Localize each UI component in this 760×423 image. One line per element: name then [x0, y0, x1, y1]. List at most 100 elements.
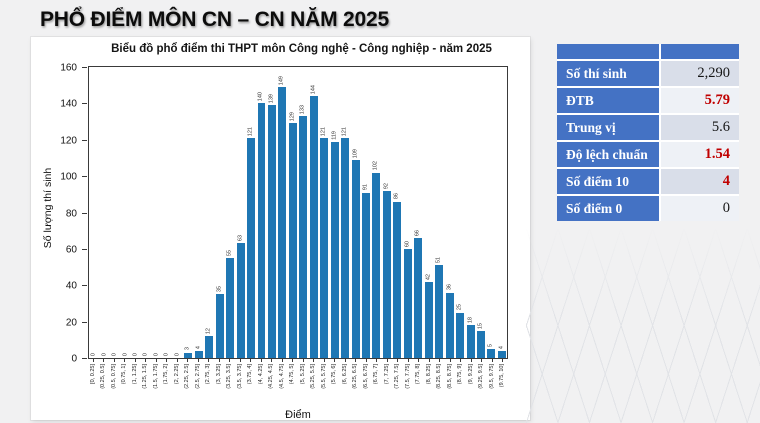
- x-tick-mark: [187, 359, 189, 362]
- bar-value-label: 0: [90, 352, 97, 356]
- x-tick: (3.5, 3.75]: [235, 359, 246, 389]
- x-tick-label: (3, 3.25]: [215, 364, 222, 385]
- y-tick-mark: [82, 321, 87, 323]
- x-tick: (3.25, 3.5]: [225, 359, 236, 389]
- histogram-bar-slot: 66: [413, 67, 423, 358]
- bar-value-label: 0: [163, 352, 170, 356]
- x-tick-label: (5.5, 5.75]: [320, 364, 327, 389]
- histogram-bar-slot: 12: [204, 67, 214, 358]
- bar-value-label: 149: [278, 75, 285, 86]
- histogram-bar-slot: 0: [120, 67, 130, 358]
- x-tick-label: (0.5, 0.75]: [110, 364, 117, 389]
- histogram-bar: [351, 159, 360, 358]
- bar-value-label: 121: [247, 126, 254, 136]
- x-tick-label: (9.25, 9.5]: [478, 364, 484, 389]
- x-tick-label: (2.25, 2.5]: [184, 364, 190, 389]
- bar-value-label: 119: [330, 130, 337, 140]
- stat-value: 2,290: [661, 61, 739, 86]
- x-tick: (7, 7.25]: [382, 359, 393, 389]
- histogram-bar: [445, 292, 454, 358]
- y-tick-label: 120: [60, 135, 77, 147]
- stat-label: ĐTB: [557, 88, 659, 113]
- bar-value-label: 51: [435, 257, 442, 264]
- bar-value-label: 0: [111, 352, 118, 356]
- x-tick: (8.75, 9]: [456, 359, 467, 389]
- histogram-bar-slot: 91: [361, 67, 371, 358]
- bar-value-label: 25: [456, 304, 463, 311]
- bar-value-label: 0: [142, 352, 149, 356]
- x-tick: (9, 9.25]: [466, 359, 477, 389]
- x-tick-mark: [428, 359, 430, 362]
- histogram-bar-slot: 0: [110, 67, 120, 358]
- x-tick-label: (9.75, 10]: [499, 364, 505, 388]
- bar-value-label: 4: [498, 345, 505, 349]
- histogram-bar: [382, 190, 391, 358]
- x-tick-mark: [302, 359, 304, 362]
- histogram-bar: [267, 105, 276, 358]
- y-tick-mark: [82, 139, 87, 141]
- x-tick: (4.5, 4.75]: [277, 359, 288, 389]
- histogram-bar: [299, 116, 308, 358]
- y-tick-mark: [82, 358, 87, 359]
- x-tick-mark: [376, 359, 378, 362]
- x-tick-label: (6, 6.25]: [341, 364, 348, 385]
- x-tick: (4.25, 4.5]: [267, 359, 278, 389]
- histogram-bar-slot: 133: [298, 67, 308, 358]
- x-tick: (6.5, 6.75]: [361, 359, 372, 389]
- y-tick-label: 20: [65, 317, 77, 329]
- histogram-bar-slot: 0: [152, 67, 162, 358]
- page-title: PHỔ ĐIỂM MÔN CN – CN NĂM 2025: [40, 8, 389, 31]
- x-tick-label: (4, 4.25]: [257, 364, 264, 385]
- histogram-bar: [320, 137, 329, 358]
- x-tick: (2.75, 3]: [204, 359, 215, 389]
- histogram-bar-slot: 86: [392, 67, 402, 358]
- histogram-bar-slot: 144: [309, 67, 319, 358]
- histogram-bar-slot: 149: [277, 67, 287, 358]
- x-tick-label: (4.75, 5]: [289, 364, 295, 385]
- x-tick: (6.25, 6.5]: [351, 359, 362, 389]
- y-tick-label: 0: [71, 353, 77, 365]
- histogram-bar: [435, 265, 444, 358]
- y-tick-mark: [82, 67, 87, 68]
- x-tick: (9.25, 9.5]: [477, 359, 488, 389]
- x-tick-mark: [176, 359, 178, 362]
- chart-title: Biểu đồ phổ điểm thi THPT môn Công nghệ …: [111, 43, 492, 55]
- x-tick-mark: [239, 359, 241, 362]
- x-tick-mark: [449, 359, 451, 362]
- x-tick-label: (1, 1.25]: [131, 364, 138, 385]
- x-tick-label: (5.25, 5.5]: [310, 364, 316, 389]
- y-tick-label: 160: [60, 62, 77, 74]
- x-tick-mark: [439, 359, 441, 362]
- y-tick-mark: [82, 212, 87, 214]
- x-tick-mark: [344, 359, 346, 362]
- histogram-bar-slot: 25: [455, 67, 465, 358]
- x-tick-label: (1.5, 1.75]: [152, 364, 159, 389]
- histogram-bar-slot: 0: [173, 67, 183, 358]
- x-tick-mark: [334, 359, 336, 362]
- x-tick: (7.25, 7.5]: [393, 359, 404, 389]
- histogram-bar-slot: 92: [382, 67, 392, 358]
- histogram-bar-slot: 121: [319, 67, 329, 358]
- histogram-bar-slot: 129: [288, 67, 298, 358]
- bar-value-label: 66: [414, 229, 421, 236]
- bar-value-label: 0: [153, 352, 160, 356]
- bar-value-label: 0: [132, 352, 139, 356]
- histogram-bar-slot: 109: [350, 67, 360, 358]
- x-tick-label: (8.25, 8.5]: [436, 364, 442, 389]
- x-tick-mark: [313, 359, 315, 362]
- histogram-bar-slot: 60: [403, 67, 413, 358]
- x-tick: (0.25, 0.5]: [99, 359, 110, 389]
- histogram-bar-slot: 140: [256, 67, 266, 358]
- x-tick-mark: [355, 359, 357, 362]
- x-tick: (3.75, 4]: [246, 359, 257, 389]
- histogram-bar: [330, 141, 339, 358]
- x-tick-label: (2.5, 2.75]: [194, 364, 201, 389]
- bar-value-label: 0: [121, 352, 128, 356]
- y-tick-label: 140: [60, 98, 77, 110]
- stats-table: Số thí sinh 2,290 ĐTB 5.79 Trung vị 5.6 Độ lệc…: [557, 44, 739, 221]
- bar-value-label: 5: [487, 343, 494, 347]
- histogram-bar: [497, 350, 506, 358]
- histogram-bar-slot: 18: [465, 67, 475, 358]
- histogram-bar-slot: 63: [235, 67, 245, 358]
